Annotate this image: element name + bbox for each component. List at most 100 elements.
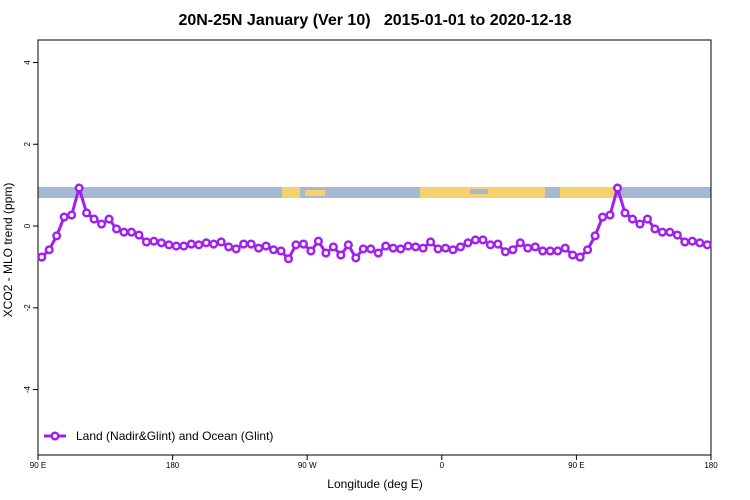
data-point	[216, 237, 226, 247]
x-tick-label: 90 E	[568, 461, 584, 470]
data-point	[657, 227, 667, 237]
data-point	[523, 243, 533, 253]
y-axis-title: XCO2 - MLO trend (ppm)	[1, 183, 15, 318]
map-strip	[38, 187, 711, 198]
data-point	[575, 252, 585, 262]
data-point	[463, 238, 473, 248]
data-point	[111, 224, 122, 234]
data-point	[291, 240, 301, 250]
data-point	[448, 245, 458, 255]
y-tick-label: -2	[23, 304, 32, 312]
chart-title: 20N-25N January (Ver 10) 2015-01-01 to 2…	[178, 12, 571, 29]
data-point	[426, 237, 436, 247]
data-point	[343, 240, 353, 250]
data-point	[134, 230, 144, 240]
data-point	[627, 214, 638, 224]
x-axis-title: Longitude (deg E)	[327, 477, 422, 491]
data-point	[583, 245, 593, 255]
data-point	[411, 242, 421, 252]
data-point	[590, 231, 600, 241]
data-point	[209, 239, 219, 249]
data-point	[358, 244, 368, 254]
data-point	[508, 245, 518, 255]
data-point	[59, 212, 69, 222]
data-point	[515, 238, 525, 248]
data-point	[493, 239, 503, 249]
data-point	[104, 214, 114, 224]
data-point	[336, 250, 346, 260]
data-point	[97, 219, 107, 229]
data-point	[598, 212, 608, 222]
data-point	[620, 208, 630, 218]
data-point	[612, 183, 623, 193]
data-point	[373, 248, 383, 258]
data-point	[298, 239, 309, 249]
data-point	[179, 241, 189, 251]
data-point	[44, 245, 54, 255]
data-point	[396, 244, 406, 254]
data-point	[276, 246, 286, 256]
data-point	[74, 183, 84, 193]
data-point	[560, 243, 570, 253]
data-point	[52, 231, 62, 241]
data-point	[141, 237, 151, 247]
data-point	[283, 254, 294, 264]
data-point	[695, 238, 705, 248]
data-point	[82, 208, 92, 218]
data-point	[149, 236, 159, 246]
data-point	[89, 214, 99, 224]
data-point	[500, 247, 510, 257]
data-point	[313, 236, 323, 246]
y-tick-label: -4	[23, 385, 32, 393]
data-point	[306, 246, 316, 256]
data-point	[67, 210, 77, 220]
data-point	[635, 219, 645, 229]
data-point	[321, 248, 331, 258]
data-point	[680, 237, 690, 247]
data-point	[246, 239, 256, 249]
data-point	[164, 240, 174, 250]
data-point	[403, 241, 413, 251]
data-point	[351, 253, 361, 263]
data-point	[553, 246, 563, 256]
data-point	[119, 227, 129, 237]
data-point	[381, 241, 391, 251]
data-point	[455, 242, 466, 252]
data-point	[239, 239, 249, 249]
data-point	[568, 250, 578, 260]
data-point	[328, 242, 338, 252]
data-point	[388, 243, 398, 253]
legend-label: Land (Nadir&Glint) and Ocean (Glint)	[76, 429, 273, 443]
data-point	[642, 214, 652, 224]
data-point	[687, 236, 697, 246]
data-point	[171, 241, 181, 251]
data-point	[672, 230, 682, 240]
data-point	[201, 238, 211, 248]
data-point	[126, 227, 137, 237]
data-point	[485, 240, 495, 250]
data-point	[530, 242, 540, 252]
x-tick-label: 180	[704, 461, 718, 470]
legend-marker	[50, 431, 60, 441]
data-point	[261, 241, 271, 251]
data-point	[269, 245, 279, 255]
data-point	[186, 239, 196, 249]
data-point	[224, 242, 234, 252]
x-tick-label: 90 W	[298, 461, 317, 470]
data-point	[194, 240, 204, 250]
data-point	[366, 244, 376, 254]
data-point	[665, 227, 675, 237]
y-tick-label: 4	[23, 60, 32, 65]
x-tick-label: 0	[440, 461, 445, 470]
data-point	[231, 244, 241, 254]
y-tick-label: 2	[23, 141, 32, 146]
x-tick-label: 180	[166, 461, 180, 470]
data-point	[538, 246, 548, 256]
data-point	[156, 238, 166, 248]
data-point	[37, 252, 47, 262]
y-tick-label: 0	[23, 223, 32, 228]
data-point	[470, 235, 481, 245]
plot-frame	[37, 39, 712, 456]
x-tick-label: 90 E	[30, 461, 46, 470]
